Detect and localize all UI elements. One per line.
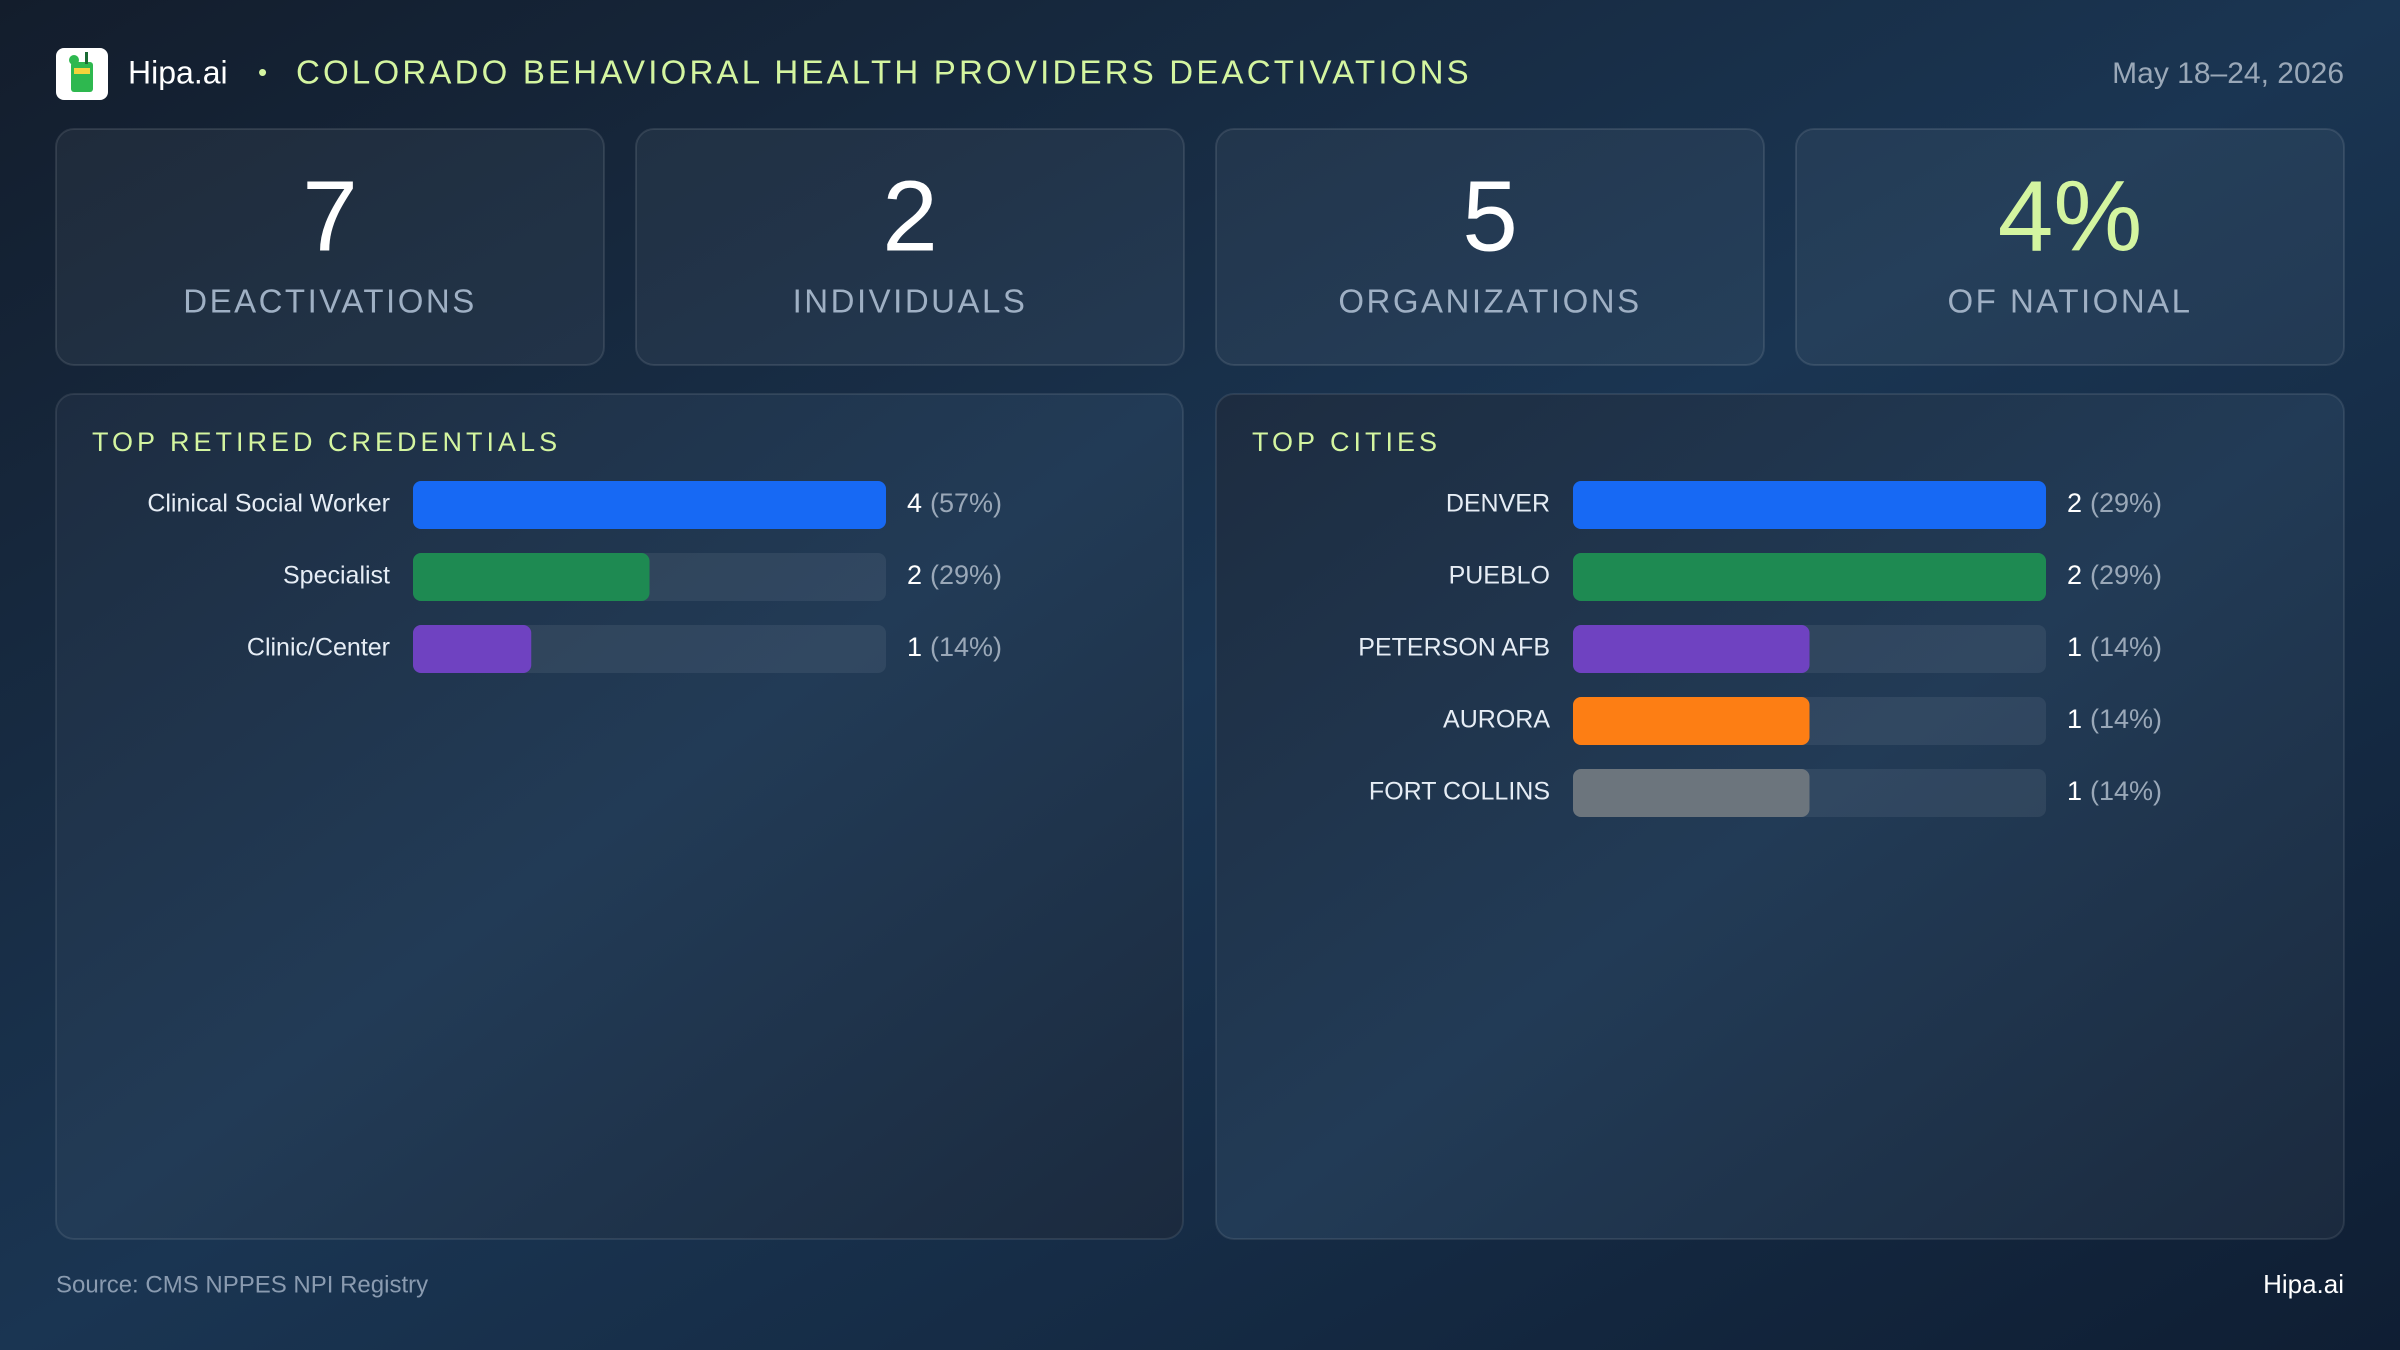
- category-label: DENVER: [1446, 490, 1550, 518]
- share: (14%): [2090, 704, 2162, 734]
- bar: [1573, 625, 1810, 673]
- chart-title: TOP CITIES: [1252, 427, 1441, 457]
- bar: [413, 553, 650, 601]
- share: (14%): [2090, 776, 2162, 806]
- bar: [1573, 481, 2046, 529]
- bar: [413, 625, 532, 673]
- category-label: Specialist: [283, 562, 390, 590]
- kpi-card: [635, 128, 1185, 366]
- share: (57%): [930, 488, 1002, 518]
- category-label: PETERSON AFB: [1358, 634, 1550, 662]
- date-range: May 18–24, 2026: [2112, 57, 2344, 90]
- kpi-card: [55, 128, 605, 366]
- value: 2: [2067, 488, 2082, 518]
- separator: •: [258, 57, 267, 87]
- share: (29%): [2090, 488, 2162, 518]
- kpi-card: [1215, 128, 1765, 366]
- bar: [1573, 769, 1810, 817]
- value-label: 1 (14%): [907, 632, 1002, 662]
- kpi-label: ORGANIZATIONS: [1338, 283, 1641, 320]
- kpi-value: 7: [302, 160, 358, 272]
- category-label: Clinic/Center: [247, 634, 390, 662]
- share: (14%): [930, 632, 1002, 662]
- kpi-label: DEACTIVATIONS: [183, 283, 476, 320]
- value-label: 2 (29%): [907, 560, 1002, 590]
- kpi-label: OF NATIONAL: [1947, 283, 2192, 320]
- share: (14%): [2090, 632, 2162, 662]
- value-label: 2 (29%): [2067, 560, 2162, 590]
- source: Source: CMS NPPES NPI Registry: [56, 1271, 428, 1298]
- value: 1: [2067, 704, 2082, 734]
- bar: [1573, 697, 1810, 745]
- value: 4: [907, 488, 922, 518]
- kpi-label: INDIVIDUALS: [793, 283, 1028, 320]
- logo: [56, 48, 108, 100]
- value-label: 2 (29%): [2067, 488, 2162, 518]
- value-label: 4 (57%): [907, 488, 1002, 518]
- value: 1: [907, 632, 922, 662]
- value: 1: [2067, 776, 2082, 806]
- category-label: PUEBLO: [1449, 562, 1550, 590]
- kpi-value: 5: [1462, 160, 1518, 272]
- bar: [413, 481, 886, 529]
- footer-brand: Hipa.ai: [2263, 1269, 2344, 1299]
- value-label: 1 (14%): [2067, 776, 2162, 806]
- category-label: Clinical Social Worker: [147, 490, 390, 518]
- kpi-value: 2: [882, 160, 938, 272]
- panel: [55, 393, 1184, 1240]
- brand: Hipa.ai: [128, 54, 228, 90]
- value: 1: [2067, 632, 2082, 662]
- value-label: 1 (14%): [2067, 704, 2162, 734]
- kpi-card: [1795, 128, 2345, 366]
- kpi-value: 4%: [1998, 160, 2143, 272]
- category-label: FORT COLLINS: [1369, 778, 1550, 806]
- value: 2: [907, 560, 922, 590]
- share: (29%): [2090, 560, 2162, 590]
- chart-title: TOP RETIRED CREDENTIALS: [92, 427, 561, 457]
- bar: [1573, 553, 2046, 601]
- value-label: 1 (14%): [2067, 632, 2162, 662]
- value: 2: [2067, 560, 2082, 590]
- category-label: AURORA: [1443, 706, 1550, 734]
- share: (29%): [930, 560, 1002, 590]
- page-title: COLORADO BEHAVIORAL HEALTH PROVIDERS DEA…: [296, 54, 1472, 91]
